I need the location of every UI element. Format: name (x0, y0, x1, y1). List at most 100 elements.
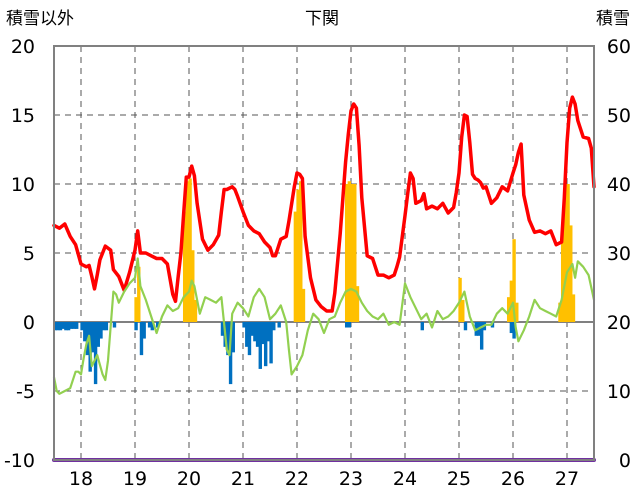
left-axis-title: 積雪以外 (6, 9, 74, 29)
orange-bar (344, 184, 349, 322)
x-tick-label: 23 (339, 468, 363, 490)
blue-bar (269, 322, 273, 364)
blue-bar (96, 322, 100, 347)
blue-bar (69, 322, 73, 329)
blue-bar (147, 322, 152, 328)
blue-bar (347, 322, 352, 328)
x-tick-label: 22 (285, 468, 309, 490)
right-axis-title: 積雪 (596, 9, 630, 29)
orange-bar (193, 299, 198, 322)
orange-bar (512, 239, 516, 322)
x-tick-label: 26 (501, 468, 525, 490)
orange-bar (355, 286, 360, 322)
orange-bar (509, 280, 514, 322)
blue-bar (61, 322, 65, 329)
orange-bar (515, 302, 519, 322)
right-tick-label: 10 (607, 381, 631, 403)
orange-bar (134, 297, 138, 322)
green-series-line (52, 257, 596, 395)
blue-bar (56, 322, 60, 331)
blue-bar (112, 322, 117, 328)
blue-bar (101, 322, 106, 331)
blue-bar (142, 322, 146, 339)
blue-bar (255, 322, 260, 347)
orange-bar (347, 181, 352, 322)
blue-bar (83, 322, 87, 342)
blue-bar (512, 322, 516, 339)
blue-bar (344, 322, 349, 328)
blue-bar (250, 322, 254, 336)
blue-bar (80, 322, 84, 331)
blue-bar (139, 322, 144, 356)
blue-bar (99, 322, 103, 339)
x-tick-label: 19 (123, 468, 147, 490)
orange-bar (301, 288, 306, 322)
blue-bar (91, 322, 95, 353)
x-tick-label: 18 (69, 468, 93, 490)
orange-bar (191, 250, 195, 322)
blue-bar (134, 322, 138, 331)
orange-bar (569, 225, 573, 322)
blue-bar (261, 322, 265, 345)
orange-bar (558, 302, 562, 322)
orange-bar (560, 228, 565, 322)
red-series-line (52, 95, 596, 313)
blue-bar (226, 322, 230, 356)
blue-bar (104, 322, 109, 331)
orange-bar (571, 294, 576, 322)
left-tick-label: -5 (16, 381, 35, 403)
orange-bar (461, 299, 465, 322)
blue-bar (253, 322, 257, 342)
blue-bar (72, 322, 76, 329)
orange-bar (182, 211, 187, 322)
blue-bar (463, 322, 468, 331)
blue-bar (93, 322, 98, 385)
blue-bar (272, 322, 276, 331)
blue-bar (277, 322, 281, 328)
orange-bar (296, 189, 300, 322)
blue-bar (266, 322, 271, 342)
blue-bar (66, 322, 71, 331)
blue-bar (258, 322, 262, 369)
x-tick-label: 25 (447, 468, 471, 490)
left-tick-label: 20 (11, 36, 35, 58)
left-tick-label: 5 (23, 243, 35, 265)
chart-title: 下関 (305, 9, 339, 29)
x-tick-label: 21 (231, 468, 255, 490)
blue-bar (58, 322, 63, 331)
orange-bar (188, 178, 192, 322)
orange-bar (185, 181, 190, 322)
orange-bar (566, 184, 570, 322)
blue-bar (420, 322, 424, 331)
right-tick-label: 0 (619, 450, 631, 472)
blue-bar (245, 322, 249, 347)
right-tick-label: 50 (607, 105, 631, 127)
blue-bar (509, 322, 514, 334)
blue-bar (247, 322, 252, 356)
blue-bar (53, 322, 57, 331)
right-tick-label: 60 (607, 36, 631, 58)
x-tick-label: 20 (177, 468, 201, 490)
blue-bar (479, 322, 484, 350)
orange-bar (137, 266, 141, 322)
right-tick-label: 20 (607, 312, 631, 334)
orange-bar (293, 211, 298, 322)
blue-bar (231, 322, 235, 353)
left-tick-label: 0 (23, 312, 35, 334)
orange-bar (353, 184, 357, 322)
blue-bar (74, 322, 79, 329)
left-tick-label: -10 (4, 450, 35, 472)
left-tick-label: 15 (11, 105, 35, 127)
orange-bar (350, 184, 354, 322)
right-tick-label: 40 (607, 174, 631, 196)
plot-frame (53, 45, 595, 461)
orange-bar (563, 184, 568, 322)
blue-bar (150, 322, 154, 331)
blue-bar (155, 322, 160, 328)
right-tick-label: 30 (607, 243, 631, 265)
blue-bar (64, 322, 68, 331)
blue-bar (220, 322, 225, 336)
left-tick-label: 10 (11, 174, 35, 196)
